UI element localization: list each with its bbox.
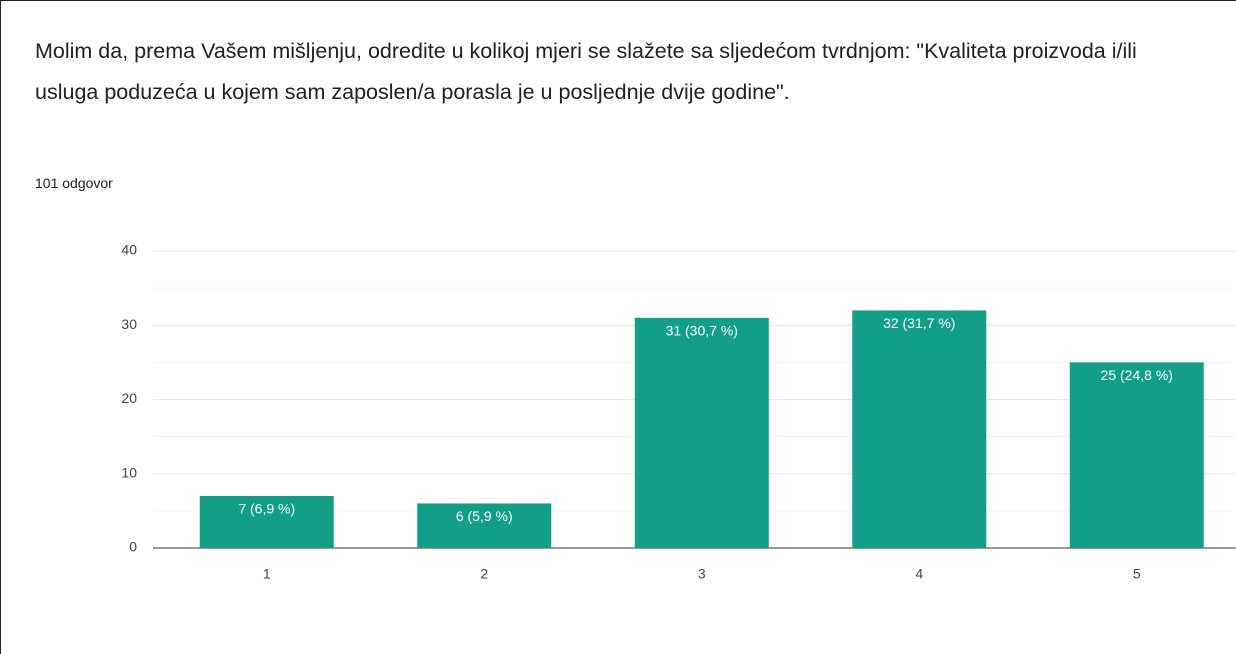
question-title: Molim da, prema Vašem mišljenju, odredit… [35,39,1137,104]
bar [417,503,552,548]
response-count: 101 odgovor [35,175,113,191]
value-label: 25 (24,8 %) [1101,367,1173,383]
x-tick-label: 3 [698,566,706,582]
x-tick-label: 5 [1133,566,1141,582]
y-tick-label: 30 [121,316,137,332]
value-label: 7 (6,9 %) [238,501,295,517]
bar [634,317,769,548]
y-tick-label: 0 [129,539,137,555]
bar [199,496,334,548]
x-tick-label: 2 [480,566,488,582]
bar [1069,362,1204,548]
value-label: 6 (5,9 %) [456,508,513,524]
y-tick-label: 10 [121,464,137,480]
y-tick-label: 20 [121,390,137,406]
x-tick-label: 1 [263,566,271,582]
y-tick-label: 40 [121,242,137,258]
x-tick-label: 4 [915,566,923,582]
bar [852,310,987,548]
value-label: 31 (30,7 %) [666,323,738,339]
value-label: 32 (31,7 %) [883,315,955,331]
